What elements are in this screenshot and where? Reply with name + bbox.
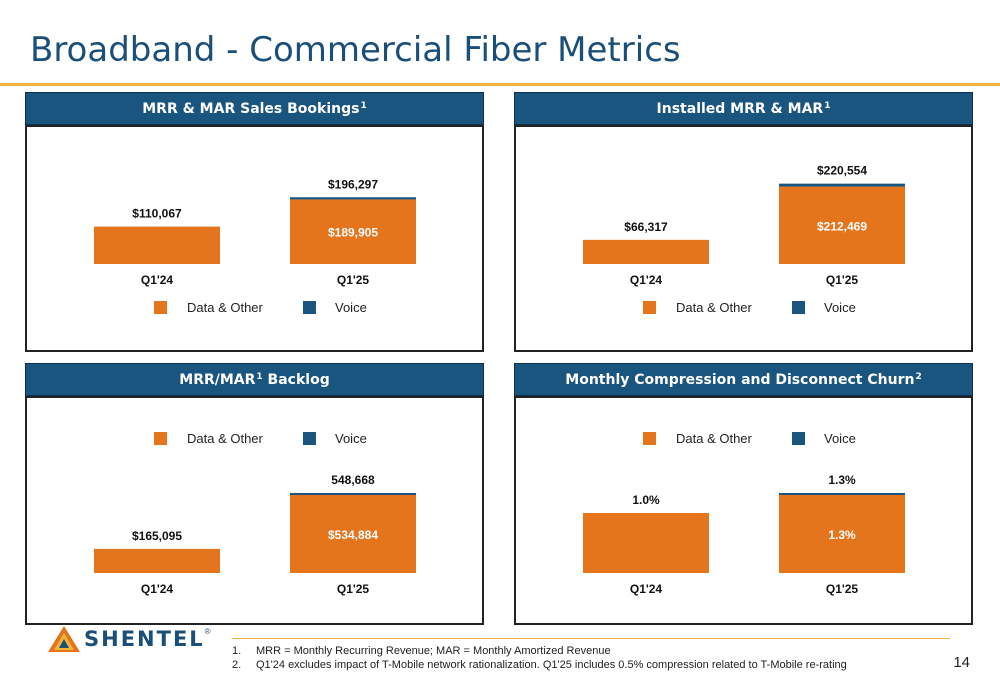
bar-value-label: $189,905 bbox=[328, 226, 378, 240]
bar-data-other bbox=[583, 513, 709, 573]
sales-bookings-chart: $110,067 Q1'24 $189,905 $196,297 Q1'25 Data &… bbox=[94, 177, 416, 315]
legend-label-data-other: Data & Other bbox=[676, 300, 753, 315]
legend-swatch-data-other bbox=[643, 301, 656, 314]
legend-label-voice: Voice bbox=[824, 431, 856, 446]
legend-swatch-data-other bbox=[154, 301, 167, 314]
legend-label-data-other: Data & Other bbox=[187, 300, 264, 315]
bar-data-other bbox=[94, 226, 220, 264]
footnote-ref: 1 bbox=[824, 100, 831, 111]
category-label: Q1'25 bbox=[826, 582, 859, 596]
bar-voice bbox=[290, 197, 416, 200]
panel-title-suffix: Backlog bbox=[262, 371, 330, 388]
category-label: Q1'25 bbox=[337, 273, 370, 287]
category-label: Q1'24 bbox=[630, 273, 663, 287]
total-label: $196,297 bbox=[328, 177, 378, 191]
footnote: 1. MRR = Monthly Recurring Revenue; MAR … bbox=[232, 644, 847, 658]
bar-value-label: $212,469 bbox=[817, 219, 867, 233]
panel-title: MRR & MAR Sales Bookings bbox=[142, 100, 360, 117]
logo-registered-mark: ® bbox=[204, 626, 211, 636]
bar-voice bbox=[779, 183, 905, 187]
page-number: 14 bbox=[953, 654, 970, 671]
footnote-text: Q1'24 excludes impact of T-Mobile networ… bbox=[256, 659, 847, 671]
chart-area: $165,095 Q1'24 $534,884 548,668 Q1'25 Data & … bbox=[25, 396, 484, 625]
footnote-ref: 1 bbox=[360, 100, 367, 111]
legend-label-voice: Voice bbox=[824, 300, 856, 315]
footnote-ref: 1 bbox=[256, 371, 263, 382]
category-label: Q1'24 bbox=[141, 582, 174, 596]
bar-data-other bbox=[290, 494, 416, 573]
panel-header: Installed MRR & MAR 1 bbox=[514, 92, 973, 125]
total-label: $165,095 bbox=[132, 529, 182, 543]
category-label: Q1'25 bbox=[337, 582, 370, 596]
title-divider bbox=[0, 83, 1000, 86]
total-label: $220,554 bbox=[817, 164, 867, 178]
page-title: Broadband - Commercial Fiber Metrics bbox=[30, 30, 681, 70]
bar-data-other bbox=[779, 186, 905, 264]
bar-data-other bbox=[290, 199, 416, 264]
backlog-chart: $165,095 Q1'24 $534,884 548,668 Q1'25 Data & … bbox=[94, 431, 416, 596]
bar-data-other bbox=[583, 239, 709, 264]
footnote-ref: 2 bbox=[915, 371, 922, 382]
installed-chart: $66,317 Q1'24 $212,469 $220,554 Q1'25 Data & … bbox=[583, 164, 905, 315]
bar-voice bbox=[290, 492, 416, 495]
total-label: $110,067 bbox=[132, 207, 182, 221]
footer-divider bbox=[232, 638, 950, 639]
total-label: 548,668 bbox=[331, 473, 375, 487]
footnote-number: 1. bbox=[232, 645, 242, 657]
panel-header: Monthly Compression and Disconnect Churn… bbox=[514, 363, 973, 396]
category-label: Q1'24 bbox=[141, 273, 174, 287]
legend-label-data-other: Data & Other bbox=[187, 431, 264, 446]
footnote: 2. Q1'24 excludes impact of T-Mobile net… bbox=[232, 658, 847, 672]
category-label: Q1'24 bbox=[630, 582, 663, 596]
total-label: 1.0% bbox=[632, 493, 660, 507]
chart-area: $110,067 Q1'24 $189,905 $196,297 Q1'25 Data &… bbox=[25, 125, 484, 352]
panel-title: MRR/MAR bbox=[179, 371, 256, 388]
legend-label-voice: Voice bbox=[335, 300, 367, 315]
legend-label-data-other: Data & Other bbox=[676, 431, 753, 446]
panel-header: MRR & MAR Sales Bookings 1 bbox=[25, 92, 484, 125]
logo-triangle-icon bbox=[48, 626, 80, 652]
chart-area: 1.0% Q1'24 1.3% 1.3% Q1'25 Data & Other Voice bbox=[514, 396, 973, 625]
company-logo: SHENTEL ® bbox=[47, 625, 211, 653]
legend-swatch-data-other bbox=[154, 432, 167, 445]
panel-header: MRR/MAR 1 Backlog bbox=[25, 363, 484, 396]
footnotes: 1. MRR = Monthly Recurring Revenue; MAR … bbox=[232, 644, 847, 672]
legend-swatch-voice bbox=[303, 432, 316, 445]
legend-swatch-voice bbox=[792, 432, 805, 445]
bar-data-other bbox=[779, 495, 905, 573]
total-label: 1.3% bbox=[828, 473, 856, 487]
legend-swatch-data-other bbox=[643, 432, 656, 445]
panel-sales-bookings: MRR & MAR Sales Bookings 1 $110,067 Q1'24 $… bbox=[25, 92, 484, 352]
footnote-number: 2. bbox=[232, 659, 242, 671]
bar-data-other bbox=[94, 548, 220, 573]
panel-backlog: MRR/MAR 1 Backlog $165,095 Q1'24 $534,884 54… bbox=[25, 363, 484, 625]
churn-chart: 1.0% Q1'24 1.3% 1.3% Q1'25 Data & Other Voice bbox=[583, 431, 905, 596]
legend-label-voice: Voice bbox=[335, 431, 367, 446]
legend-swatch-voice bbox=[792, 301, 805, 314]
panel-churn: Monthly Compression and Disconnect Churn… bbox=[514, 363, 973, 625]
bar-value-label: $534,884 bbox=[328, 528, 378, 542]
total-label: $66,317 bbox=[624, 220, 668, 234]
category-label: Q1'25 bbox=[826, 273, 859, 287]
footnote-text: MRR = Monthly Recurring Revenue; MAR = M… bbox=[256, 645, 611, 657]
logo-text: SHENTEL bbox=[84, 627, 205, 651]
bar-value-label: 1.3% bbox=[828, 528, 856, 542]
legend-swatch-voice bbox=[303, 301, 316, 314]
panel-title: Monthly Compression and Disconnect Churn bbox=[565, 371, 915, 388]
panel-title: Installed MRR & MAR bbox=[656, 100, 824, 117]
chart-area: $66,317 Q1'24 $212,469 $220,554 Q1'25 Data & … bbox=[514, 125, 973, 352]
bar-voice bbox=[779, 493, 905, 495]
panel-installed: Installed MRR & MAR 1 $66,317 Q1'24 $212,46… bbox=[514, 92, 973, 352]
